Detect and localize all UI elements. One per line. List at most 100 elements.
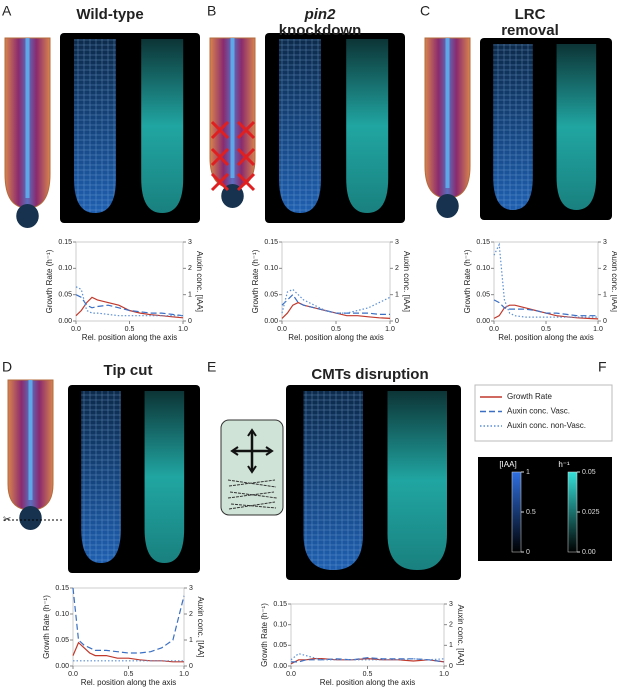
- x-axis-label: Rel. position along the axis: [498, 333, 594, 342]
- colorbar-tick-label: 0.05: [582, 469, 596, 476]
- y-tick-label: 0.10: [476, 265, 490, 272]
- y-tick-label: 0.15: [264, 239, 278, 246]
- plot-frame: [290, 603, 445, 667]
- panel-title: pin2: [304, 6, 336, 23]
- legend-label: Auxin conc. Vasc.: [507, 407, 570, 416]
- panel-title: Wild-type: [76, 6, 143, 23]
- root-model-auxin: [141, 39, 184, 213]
- y2-tick-label: 1: [395, 292, 399, 299]
- y-tick-label: 0.00: [476, 318, 490, 325]
- root-model-auxin: [556, 44, 597, 210]
- series-line: [72, 641, 184, 663]
- colorbar-tick-label: 0.025: [582, 509, 600, 516]
- series-line: [72, 587, 185, 654]
- plot-frame: [72, 587, 185, 667]
- colorbar: [567, 471, 578, 553]
- panel-title: Tip cut: [104, 362, 153, 379]
- series-line: [75, 294, 184, 317]
- x-tick-label: 1.0: [385, 326, 395, 333]
- y2-axis-label: Auxin conc. [IAA]: [402, 251, 411, 312]
- y-tick-label: 0.05: [273, 642, 287, 649]
- colorbar-title: [IAA]: [499, 460, 516, 469]
- y2-tick-label: 3: [395, 239, 399, 246]
- y-tick-label: 0.10: [58, 265, 72, 272]
- series-line: [75, 286, 183, 317]
- y-tick-label: 0.00: [55, 663, 69, 670]
- y-axis-label: Growth Rate (h⁻¹): [463, 249, 472, 313]
- series-line: [291, 657, 445, 663]
- panel-letter: D: [2, 359, 12, 375]
- root-model-grid: [493, 44, 533, 210]
- panel-letter: E: [207, 359, 216, 375]
- root-cap: [436, 194, 459, 218]
- colorbar-tick-label: 0.00: [582, 549, 596, 556]
- cross-mark: [236, 120, 256, 140]
- legend-label: Auxin conc. non-Vasc.: [507, 421, 586, 430]
- y-tick-label: 0.05: [58, 292, 72, 299]
- root-model-auxin: [346, 39, 389, 213]
- x-axis-label: Rel. position along the axis: [82, 333, 178, 342]
- panel-title: CMTs disruption: [311, 366, 428, 383]
- cross-mark: [210, 172, 230, 192]
- panel-title: removal: [501, 22, 559, 39]
- x-tick-label: 0.0: [71, 326, 81, 333]
- y-tick-label: 0.10: [55, 611, 69, 618]
- y2-tick-label: 1: [449, 642, 453, 649]
- y-axis-label: Growth Rate (h⁻¹): [260, 603, 269, 667]
- y2-tick-label: 0: [395, 318, 399, 325]
- plot-frame: [281, 241, 391, 322]
- scissors: ✂: [3, 515, 11, 526]
- y2-tick-label: 2: [603, 265, 607, 272]
- y2-tick-label: 2: [395, 265, 399, 272]
- y2-tick-label: 3: [188, 239, 192, 246]
- colorbar-tick-label: 0.5: [526, 509, 536, 516]
- colorbar-box: [478, 457, 612, 561]
- root-model-grid: [81, 391, 121, 563]
- y2-tick-label: 3: [603, 239, 607, 246]
- y2-tick-label: 2: [188, 265, 192, 272]
- x-axis-label: Rel. position along the axis: [320, 678, 416, 687]
- x-tick-label: 0.0: [277, 326, 287, 333]
- x-tick-label: 0.5: [541, 326, 551, 333]
- y-tick-label: 0.10: [273, 622, 287, 629]
- root-model-auxin: [144, 391, 185, 563]
- root-model-auxin: [387, 391, 447, 570]
- y-axis-label: Growth Rate (h⁻¹): [45, 249, 54, 313]
- y2-tick-label: 3: [449, 601, 453, 608]
- x-axis-label: Rel. position along the axis: [288, 333, 384, 342]
- y2-tick-label: 0: [449, 663, 453, 670]
- cross-mark: [210, 120, 230, 140]
- colorbar-title: h⁻¹: [558, 460, 570, 469]
- series-line: [75, 296, 184, 319]
- x-tick-label: 0.5: [125, 326, 135, 333]
- plot-frame: [75, 241, 184, 322]
- panel-letter: B: [207, 3, 216, 19]
- series-line: [281, 288, 391, 314]
- y2-tick-label: 1: [603, 292, 607, 299]
- series-line: [493, 299, 598, 317]
- cross-mark: [210, 147, 230, 167]
- x-tick-label: 0.0: [68, 671, 78, 678]
- y2-axis-label: Auxin conc. [IAA]: [456, 605, 465, 666]
- root-model-grid: [279, 39, 321, 213]
- x-tick-label: 1.0: [179, 671, 189, 678]
- y2-tick-label: 2: [189, 611, 193, 618]
- panel-letter: A: [2, 3, 12, 19]
- series-line: [281, 293, 390, 315]
- y-tick-label: 0.00: [58, 318, 72, 325]
- x-tick-label: 1.0: [178, 326, 188, 333]
- colorbar: [511, 471, 522, 553]
- x-tick-label: 0.5: [363, 671, 373, 678]
- x-tick-label: 0.5: [331, 326, 341, 333]
- panel-letter: C: [420, 3, 430, 19]
- y-tick-label: 0.15: [273, 601, 287, 608]
- series-line: [281, 301, 391, 319]
- y2-axis-label: Auxin conc. [IAA]: [195, 251, 204, 312]
- root-model-grid: [303, 391, 363, 570]
- y2-tick-label: 0: [603, 318, 607, 325]
- y2-tick-label: 2: [449, 622, 453, 629]
- y-tick-label: 0.05: [476, 292, 490, 299]
- x-axis-label: Rel. position along the axis: [81, 678, 177, 687]
- x-tick-label: 1.0: [439, 671, 449, 678]
